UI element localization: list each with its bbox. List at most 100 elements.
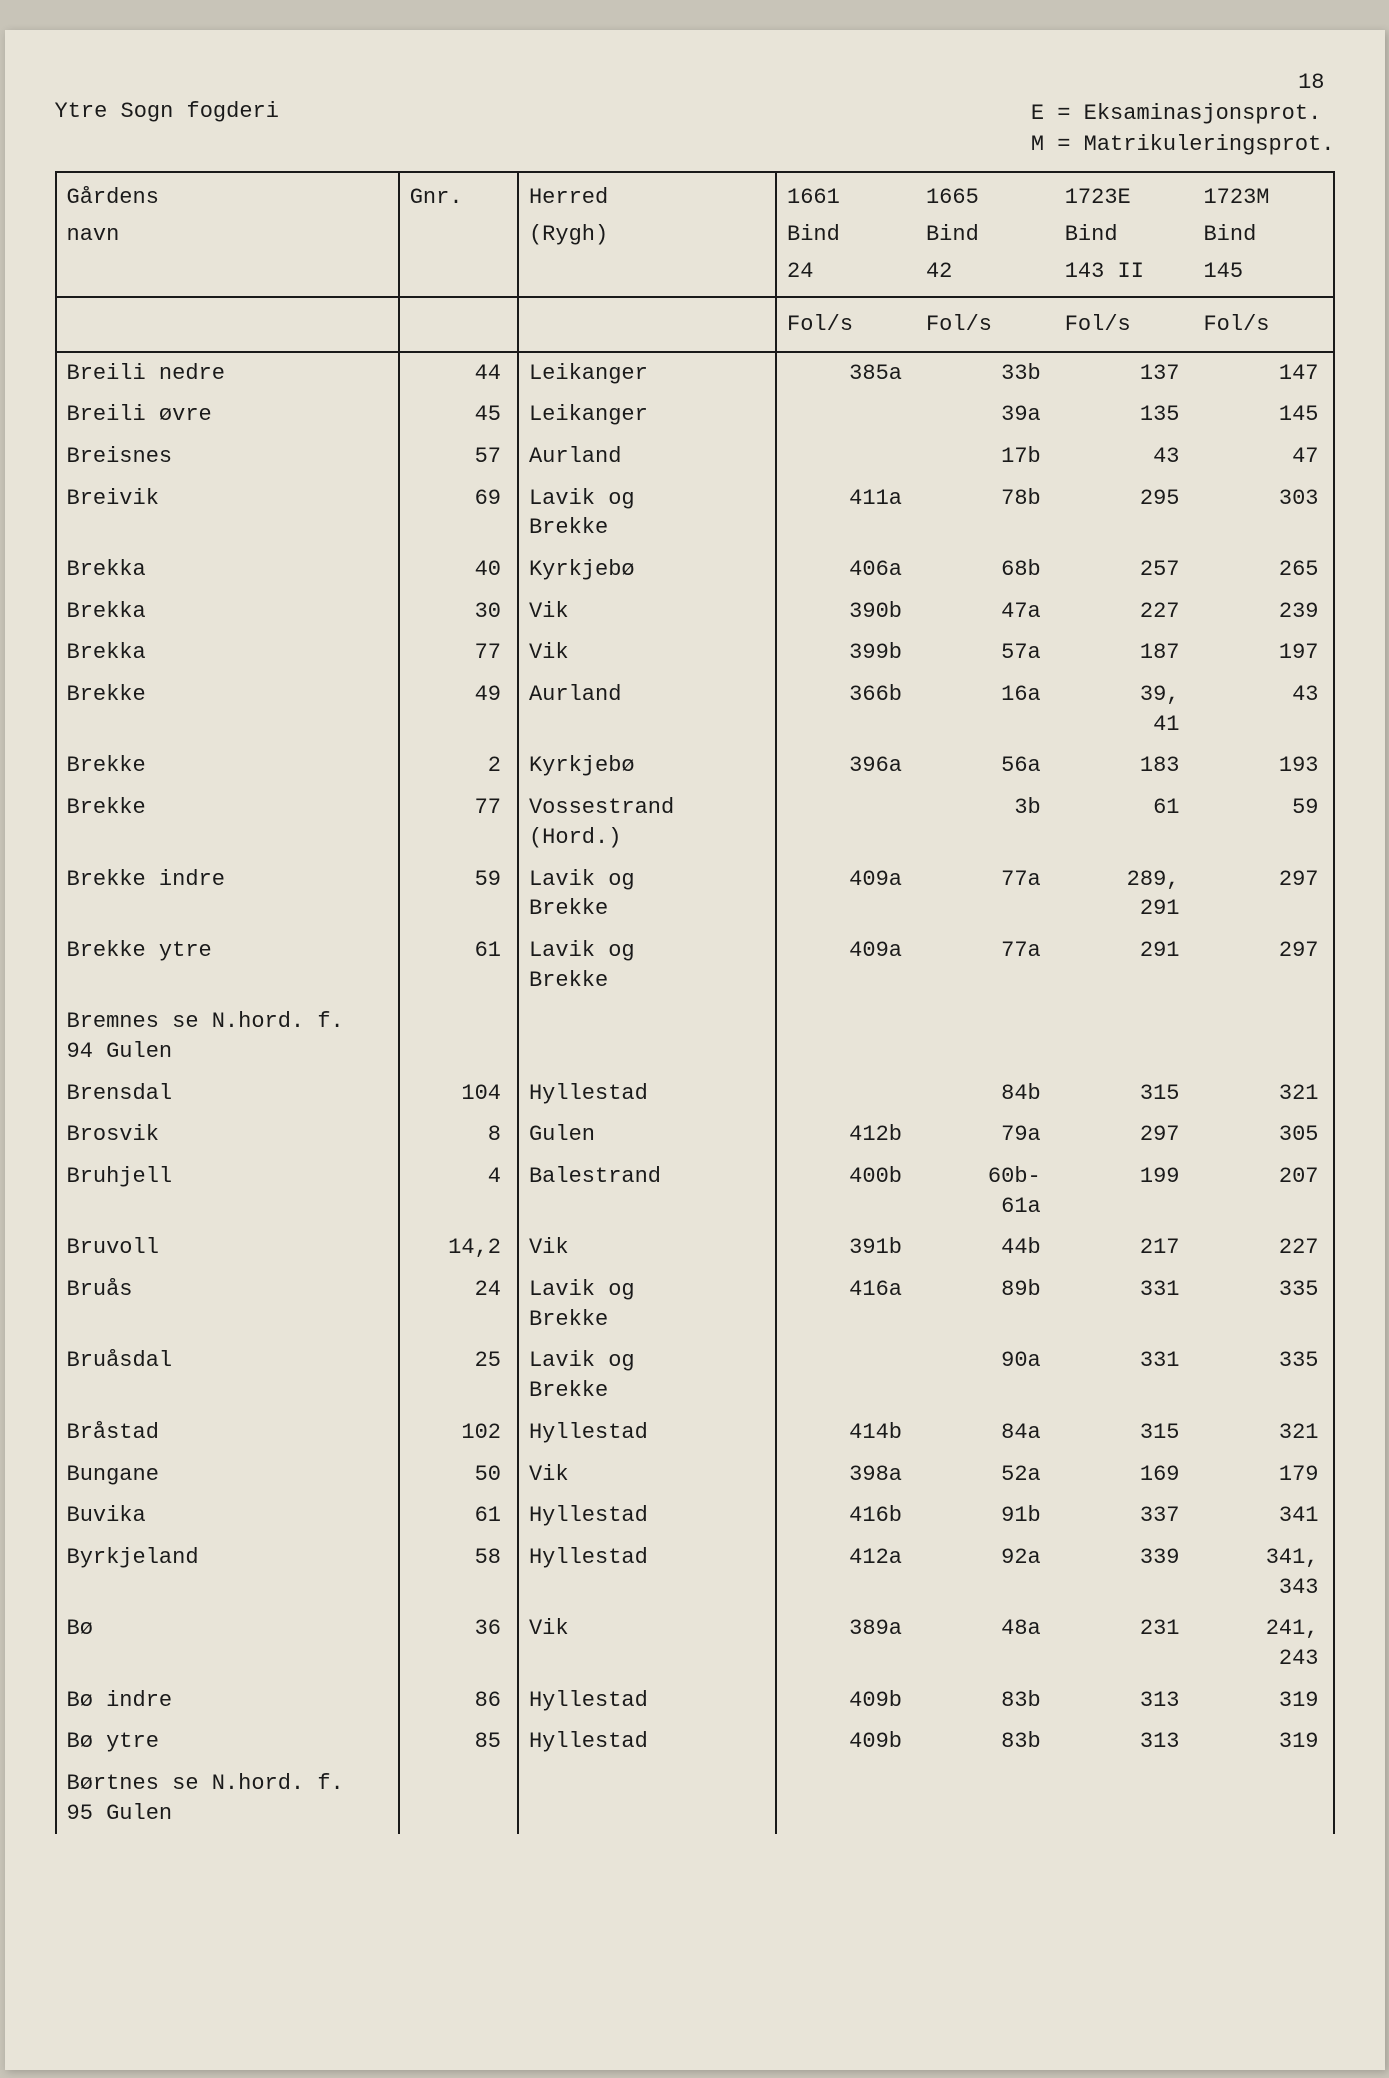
- table-cell: 396a: [776, 745, 916, 787]
- table-cell: 297: [1055, 1114, 1194, 1156]
- table-row: Breivik69Lavik og Brekke411a78b295303: [56, 478, 1334, 549]
- table-row: Brekke ytre61Lavik og Brekke409a77a29129…: [56, 930, 1334, 1001]
- table-row: Brekka40Kyrkjebø406a68b257265: [56, 549, 1334, 591]
- table-cell: Lavik og Brekke: [518, 930, 776, 1001]
- table-cell: [776, 394, 916, 436]
- table-cell: Brekka: [56, 591, 399, 633]
- table-cell: 169: [1055, 1454, 1194, 1496]
- table-cell: 147: [1193, 352, 1333, 395]
- col-1723m-l3: 145: [1193, 253, 1333, 297]
- col-herred-l2: (Rygh): [518, 216, 776, 253]
- legend-line-2: M = Matrikuleringsprot.: [1031, 130, 1335, 161]
- table-cell: 412b: [776, 1114, 916, 1156]
- table-cell: 409b: [776, 1680, 916, 1722]
- col-name-l1: Gårdens: [56, 172, 399, 216]
- table-cell: Aurland: [518, 436, 776, 478]
- table-cell: Hyllestad: [518, 1680, 776, 1722]
- table-cell: [916, 1763, 1055, 1834]
- table-cell: 78b: [916, 478, 1055, 549]
- table-cell: Vik: [518, 1608, 776, 1679]
- table-cell: 43: [1055, 436, 1194, 478]
- table-cell: 77a: [916, 859, 1055, 930]
- table-cell: Brekke: [56, 787, 399, 858]
- table-row: Bø36Vik389a48a231241, 243: [56, 1608, 1334, 1679]
- table-cell: 104: [399, 1073, 518, 1115]
- table-cell: Leikanger: [518, 394, 776, 436]
- table-cell: 366b: [776, 674, 916, 745]
- data-table: Gårdens Gnr. Herred 1661 1665 1723E 1723…: [55, 171, 1335, 1835]
- table-cell: 409b: [776, 1721, 916, 1763]
- table-cell: Breisnes: [56, 436, 399, 478]
- table-cell: 339: [1055, 1537, 1194, 1608]
- table-cell: 17b: [916, 436, 1055, 478]
- table-cell: 289, 291: [1055, 859, 1194, 930]
- table-cell: 49: [399, 674, 518, 745]
- table-cell: 2: [399, 745, 518, 787]
- legend: E = Eksaminasjonsprot. M = Matrikulering…: [1031, 99, 1335, 161]
- table-cell: 77: [399, 632, 518, 674]
- table-cell: Vik: [518, 632, 776, 674]
- table-cell: 44b: [916, 1227, 1055, 1269]
- table-row: Brekke indre59Lavik og Brekke409a77a289,…: [56, 859, 1334, 930]
- table-cell: 409a: [776, 859, 916, 930]
- table-cell: 79a: [916, 1114, 1055, 1156]
- table-cell: Bremnes se N.hord. f. 94 Gulen: [56, 1001, 399, 1072]
- table-cell: [399, 1001, 518, 1072]
- table-row: Bø ytre85Hyllestad409b83b313319: [56, 1721, 1334, 1763]
- table-row: Bruhjell4Balestrand400b60b- 61a199207: [56, 1156, 1334, 1227]
- table-cell: Brekke: [56, 674, 399, 745]
- table-cell: Buvika: [56, 1495, 399, 1537]
- table-cell: 414b: [776, 1412, 916, 1454]
- table-cell: 59: [399, 859, 518, 930]
- table-cell: Hyllestad: [518, 1412, 776, 1454]
- table-cell: 89b: [916, 1269, 1055, 1340]
- table-cell: Kyrkjebø: [518, 745, 776, 787]
- table-cell: 47a: [916, 591, 1055, 633]
- document-page: 18 Ytre Sogn fogderi E = Eksaminasjonspr…: [5, 30, 1385, 2070]
- table-cell: 227: [1193, 1227, 1333, 1269]
- table-cell: 61: [1055, 787, 1194, 858]
- table-cell: Vik: [518, 591, 776, 633]
- table-cell: 409a: [776, 930, 916, 1001]
- table-row: Buvika61Hyllestad416b91b337341: [56, 1495, 1334, 1537]
- table-cell: 313: [1055, 1721, 1194, 1763]
- table-cell: 399b: [776, 632, 916, 674]
- col-1723m-l1: 1723M: [1193, 172, 1333, 216]
- table-row: Børtnes se N.hord. f. 95 Gulen: [56, 1763, 1334, 1834]
- table-row: Bø indre86Hyllestad409b83b313319: [56, 1680, 1334, 1722]
- table-row: Breili øvre45Leikanger39a135145: [56, 394, 1334, 436]
- table-cell: Brosvik: [56, 1114, 399, 1156]
- table-cell: 43: [1193, 674, 1333, 745]
- table-row: Breisnes57Aurland17b4347: [56, 436, 1334, 478]
- table-cell: 341, 343: [1193, 1537, 1333, 1608]
- table-cell: 241, 243: [1193, 1608, 1333, 1679]
- table-cell: 321: [1193, 1073, 1333, 1115]
- col-1723e-l2: Bind: [1055, 216, 1194, 253]
- table-cell: 58: [399, 1537, 518, 1608]
- fols-4: Fol/s: [1193, 297, 1333, 352]
- table-cell: 335: [1193, 1340, 1333, 1411]
- table-cell: 217: [1055, 1227, 1194, 1269]
- table-cell: 406a: [776, 549, 916, 591]
- table-cell: 77: [399, 787, 518, 858]
- table-cell: Bruvoll: [56, 1227, 399, 1269]
- table-cell: 315: [1055, 1073, 1194, 1115]
- table-cell: 59: [1193, 787, 1333, 858]
- table-cell: 84b: [916, 1073, 1055, 1115]
- fols-1: Fol/s: [776, 297, 916, 352]
- table-cell: Brekka: [56, 549, 399, 591]
- table-cell: [916, 1001, 1055, 1072]
- table-cell: 68b: [916, 549, 1055, 591]
- table-cell: 291: [1055, 930, 1194, 1001]
- table-cell: [776, 1073, 916, 1115]
- table-cell: 187: [1055, 632, 1194, 674]
- table-cell: 77a: [916, 930, 1055, 1001]
- table-cell: 8: [399, 1114, 518, 1156]
- table-cell: 227: [1055, 591, 1194, 633]
- table-cell: [776, 1763, 916, 1834]
- table-row: Brekka30Vik390b47a227239: [56, 591, 1334, 633]
- table-cell: 297: [1193, 859, 1333, 930]
- table-cell: 135: [1055, 394, 1194, 436]
- col-1723m-l2: Bind: [1193, 216, 1333, 253]
- table-cell: 69: [399, 478, 518, 549]
